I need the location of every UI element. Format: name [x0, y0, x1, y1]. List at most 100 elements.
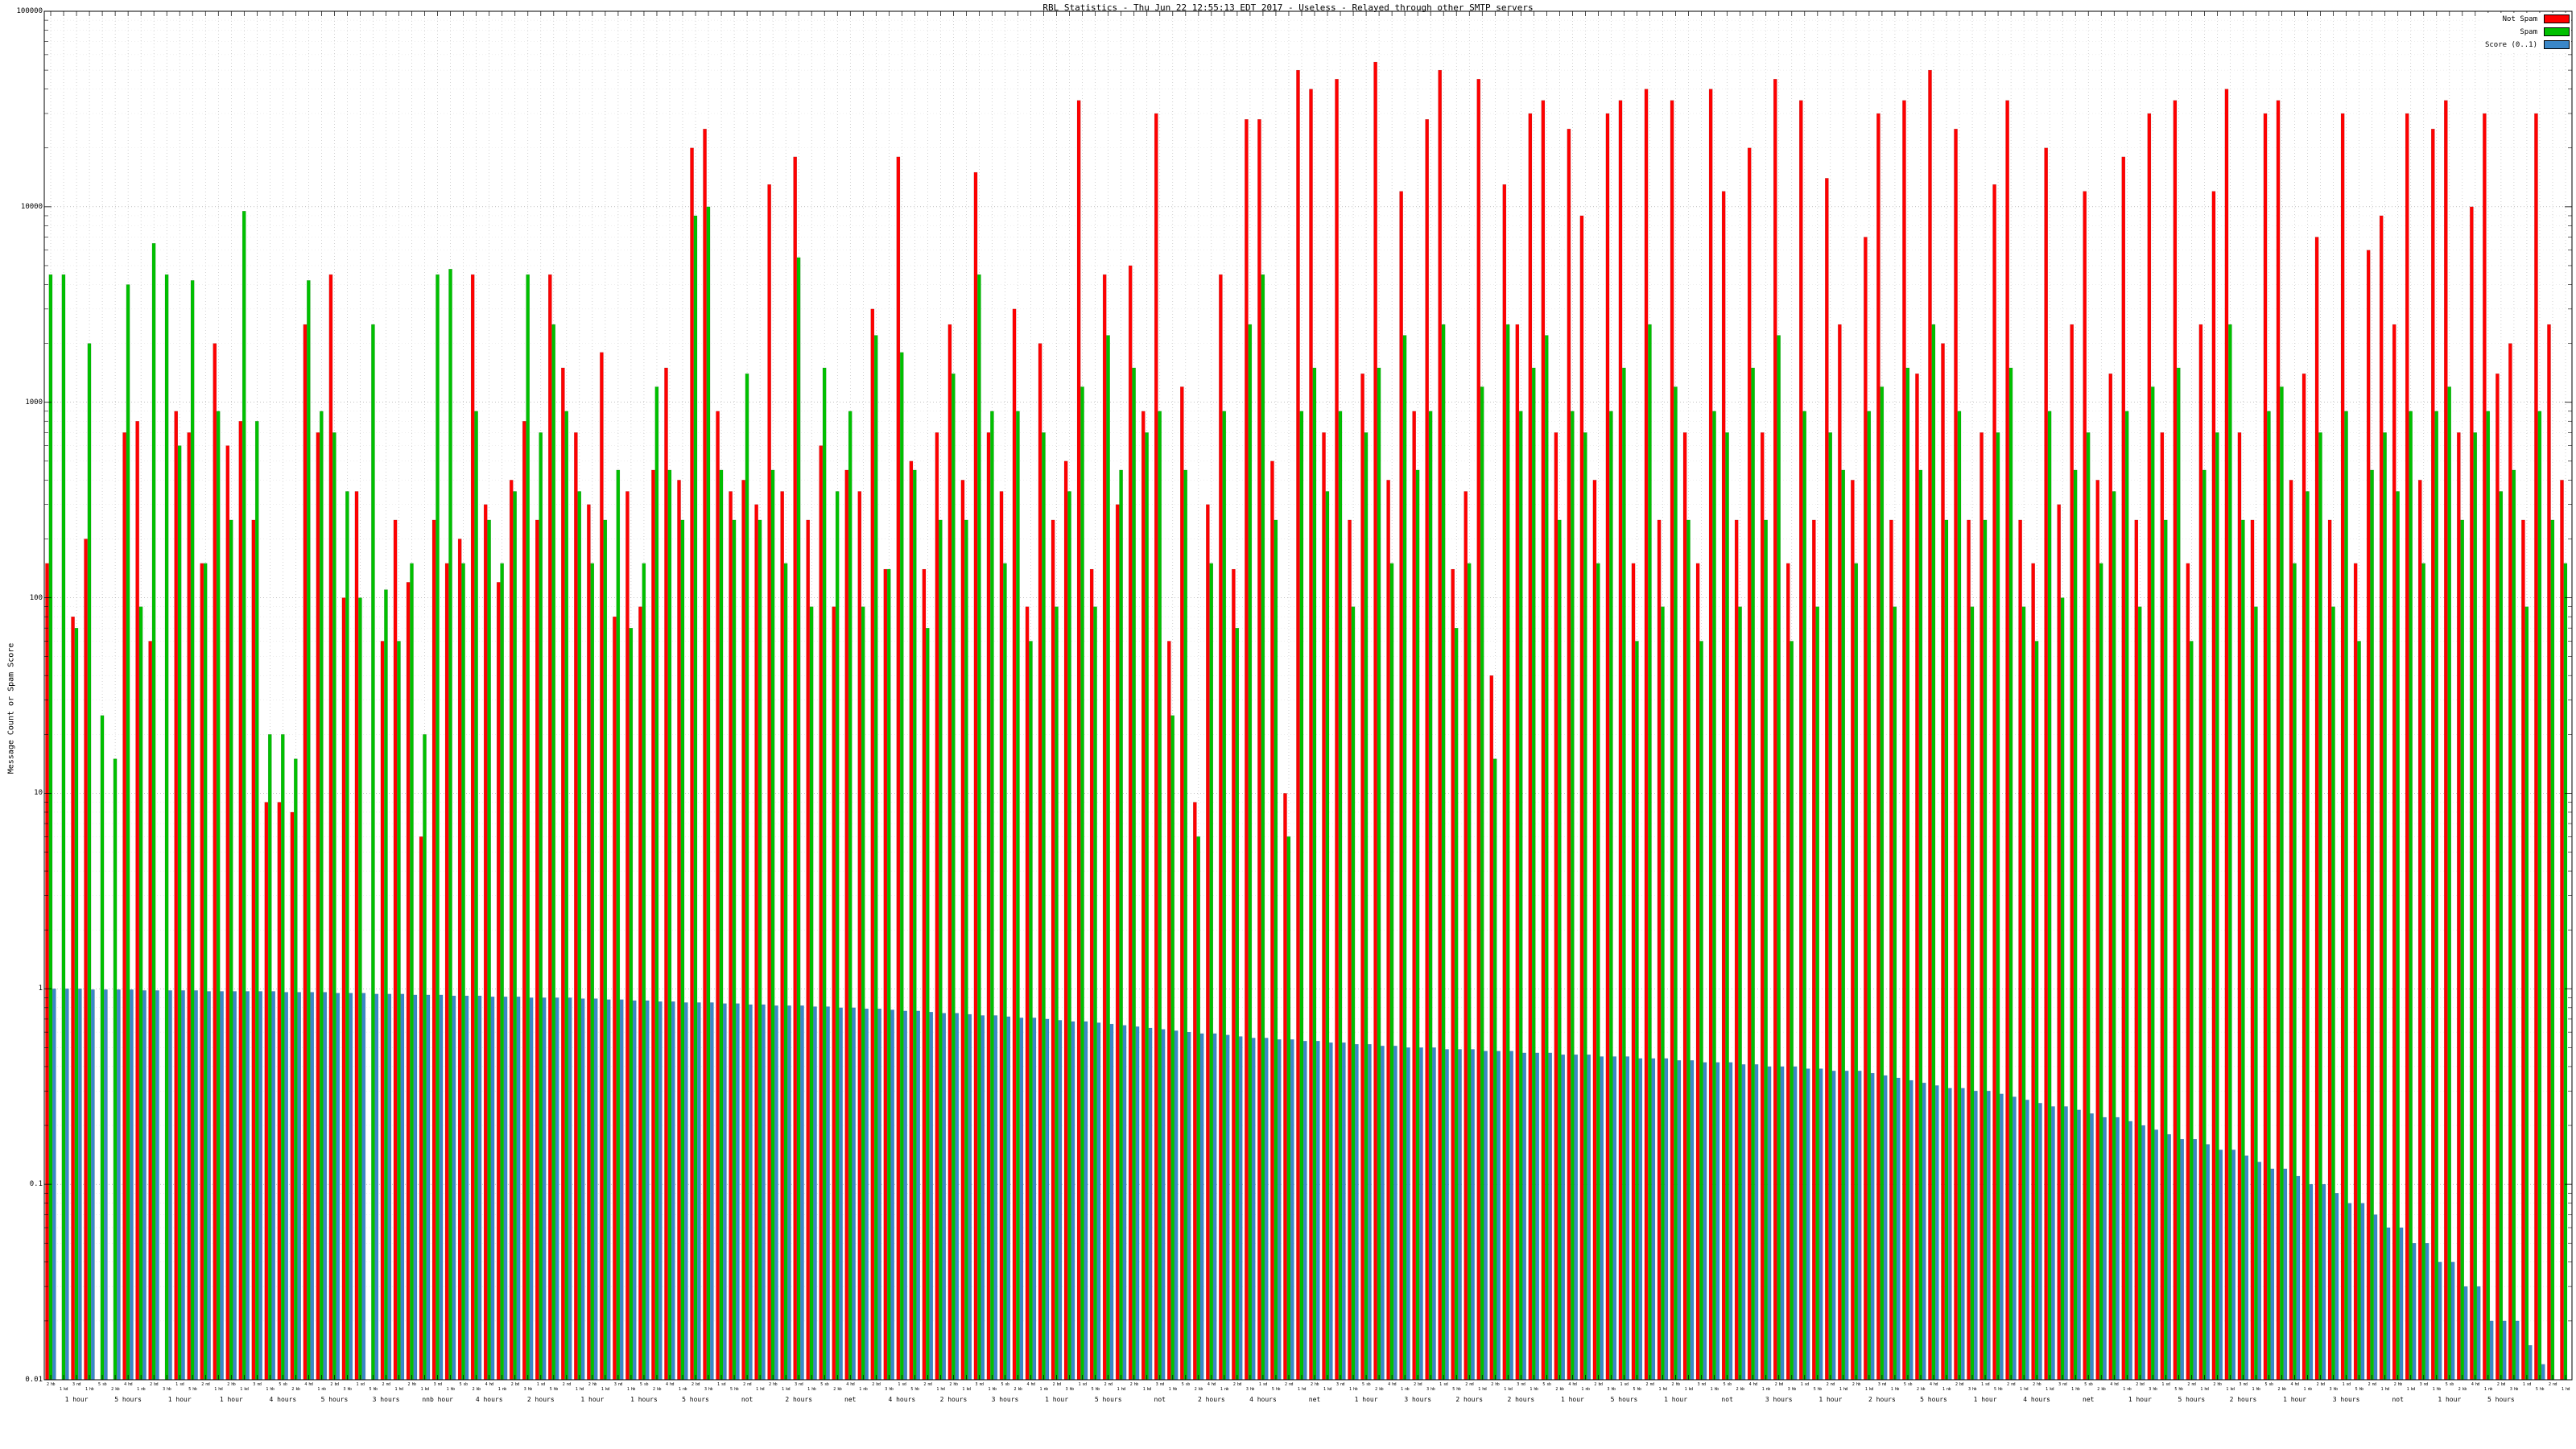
bar-not-spam [341, 597, 346, 1381]
bar-spam [190, 280, 195, 1381]
bar-not-spam [264, 802, 269, 1381]
x-tick-label: 4 hd [1026, 1382, 1036, 1387]
bar-spam [1106, 335, 1110, 1381]
bar-not-spam [935, 432, 939, 1381]
bar-spam [242, 211, 246, 1381]
bar-spam [873, 335, 878, 1381]
bar-score [1161, 1029, 1166, 1381]
bar-spam [2099, 563, 2103, 1381]
x-tick-label: 1 hd [2561, 1387, 2570, 1392]
y-tick-label: 0.01 [25, 1376, 43, 1384]
bar-score [1522, 1052, 1526, 1381]
bar-spam [1518, 411, 1523, 1381]
bar-not-spam [535, 519, 539, 1381]
bar-score [2463, 1286, 2468, 1381]
x-duration-label: net [2083, 1396, 2095, 1403]
bar-spam [990, 411, 994, 1381]
x-tick-label: 2 nd [201, 1382, 210, 1387]
bar-score [1458, 1049, 1462, 1381]
x-tick-label: 1 hd [575, 1387, 584, 1392]
bar-score [2347, 1203, 2352, 1381]
x-tick-label: 4 hd [846, 1382, 855, 1387]
bar-score [1096, 1022, 1101, 1381]
bar-not-spam [1051, 519, 1055, 1381]
legend-item-score: Score (0..1) [2485, 40, 2570, 49]
bar-not-spam [1644, 89, 1649, 1381]
bar-not-spam [1257, 119, 1261, 1381]
legend-swatch-not-spam [2544, 14, 2570, 23]
bar-spam [2202, 469, 2207, 1381]
bar-not-spam [2018, 519, 2022, 1381]
bar-score [336, 993, 341, 1381]
y-tick-label: 0.1 [29, 1180, 43, 1189]
bar-score [78, 989, 82, 1381]
x-tick-label: 1 sd [2522, 1382, 2532, 1387]
bar-spam [307, 280, 311, 1381]
bar-not-spam [1373, 61, 1377, 1381]
x-duration-label: 2 hours [2229, 1396, 2257, 1403]
bar-score [2450, 1261, 2455, 1381]
bar-score [1277, 1039, 1282, 1381]
bar-not-spam [2560, 480, 2564, 1381]
bar-score [1767, 1066, 1772, 1381]
x-tick-label: 3 nd [1877, 1382, 1887, 1387]
y-tick-label: 100 [29, 593, 43, 602]
bar-not-spam [986, 432, 991, 1381]
x-duration-label: 4 hours [1249, 1396, 1277, 1403]
bar-not-spam [2521, 519, 2525, 1381]
bar-score [1806, 1068, 1810, 1381]
x-duration-label: 3 hours [372, 1396, 400, 1403]
x-tick-label: 2 hb [2393, 1382, 2403, 1387]
bar-spam [590, 563, 595, 1381]
bar-not-spam [1785, 563, 1790, 1381]
bar-not-spam [1360, 374, 1364, 1381]
bar-not-spam [457, 539, 462, 1381]
bar-spam [719, 469, 724, 1381]
x-tick-label: 2 nd [382, 1382, 391, 1387]
x-tick-label: 1 kd [1504, 1387, 1513, 1392]
bar-not-spam [625, 491, 630, 1381]
bar-spam [1854, 563, 1859, 1381]
x-tick-label: 1 kd [601, 1387, 610, 1392]
bar-spam [1145, 432, 1149, 1381]
x-tick-label: 2 bd [150, 1382, 159, 1387]
x-tick-label: 2 hb [949, 1382, 958, 1387]
bar-not-spam [1219, 274, 1223, 1381]
bar-score [2128, 1121, 2132, 1381]
bar-spam [1132, 367, 1136, 1381]
bar-score [2334, 1193, 2339, 1381]
bar-not-spam [1322, 432, 1326, 1381]
bar-score [1432, 1047, 1436, 1381]
bar-spam [952, 374, 956, 1381]
bar-score [1625, 1056, 1630, 1381]
bar-score [1199, 1033, 1204, 1381]
x-tick-label: 2 kb [2097, 1387, 2106, 1392]
bar-not-spam [2289, 480, 2293, 1381]
x-tick-label: 1 sd [175, 1382, 184, 1387]
bar-spam [423, 734, 427, 1381]
x-tick-label: 1 nb [1220, 1387, 1229, 1392]
bar-not-spam [767, 184, 771, 1381]
x-tick-label: 2 nd [743, 1382, 752, 1387]
x-tick-label: 1 nb [678, 1387, 687, 1392]
bar-score [684, 1002, 688, 1381]
bar-not-spam [1631, 563, 1636, 1381]
bar-score [1987, 1091, 1991, 1381]
x-duration-label: 1 hour [2128, 1396, 2152, 1403]
bar-spam [487, 519, 491, 1381]
bar-not-spam [2483, 113, 2487, 1381]
bar-score [516, 997, 521, 1381]
bar-score [1561, 1054, 1565, 1381]
bar-not-spam [509, 480, 514, 1381]
bar-spam [1957, 411, 1962, 1381]
bar-spam [2460, 519, 2465, 1381]
bar-not-spam [328, 274, 333, 1381]
bar-not-spam [703, 129, 707, 1381]
bar-score [400, 993, 405, 1381]
bar-spam [1661, 606, 1665, 1381]
bar-not-spam [522, 421, 526, 1381]
bar-score [1006, 1016, 1011, 1381]
bar-score [2013, 1096, 2017, 1381]
bar-not-spam [1941, 343, 1945, 1381]
bar-spam [603, 519, 608, 1381]
